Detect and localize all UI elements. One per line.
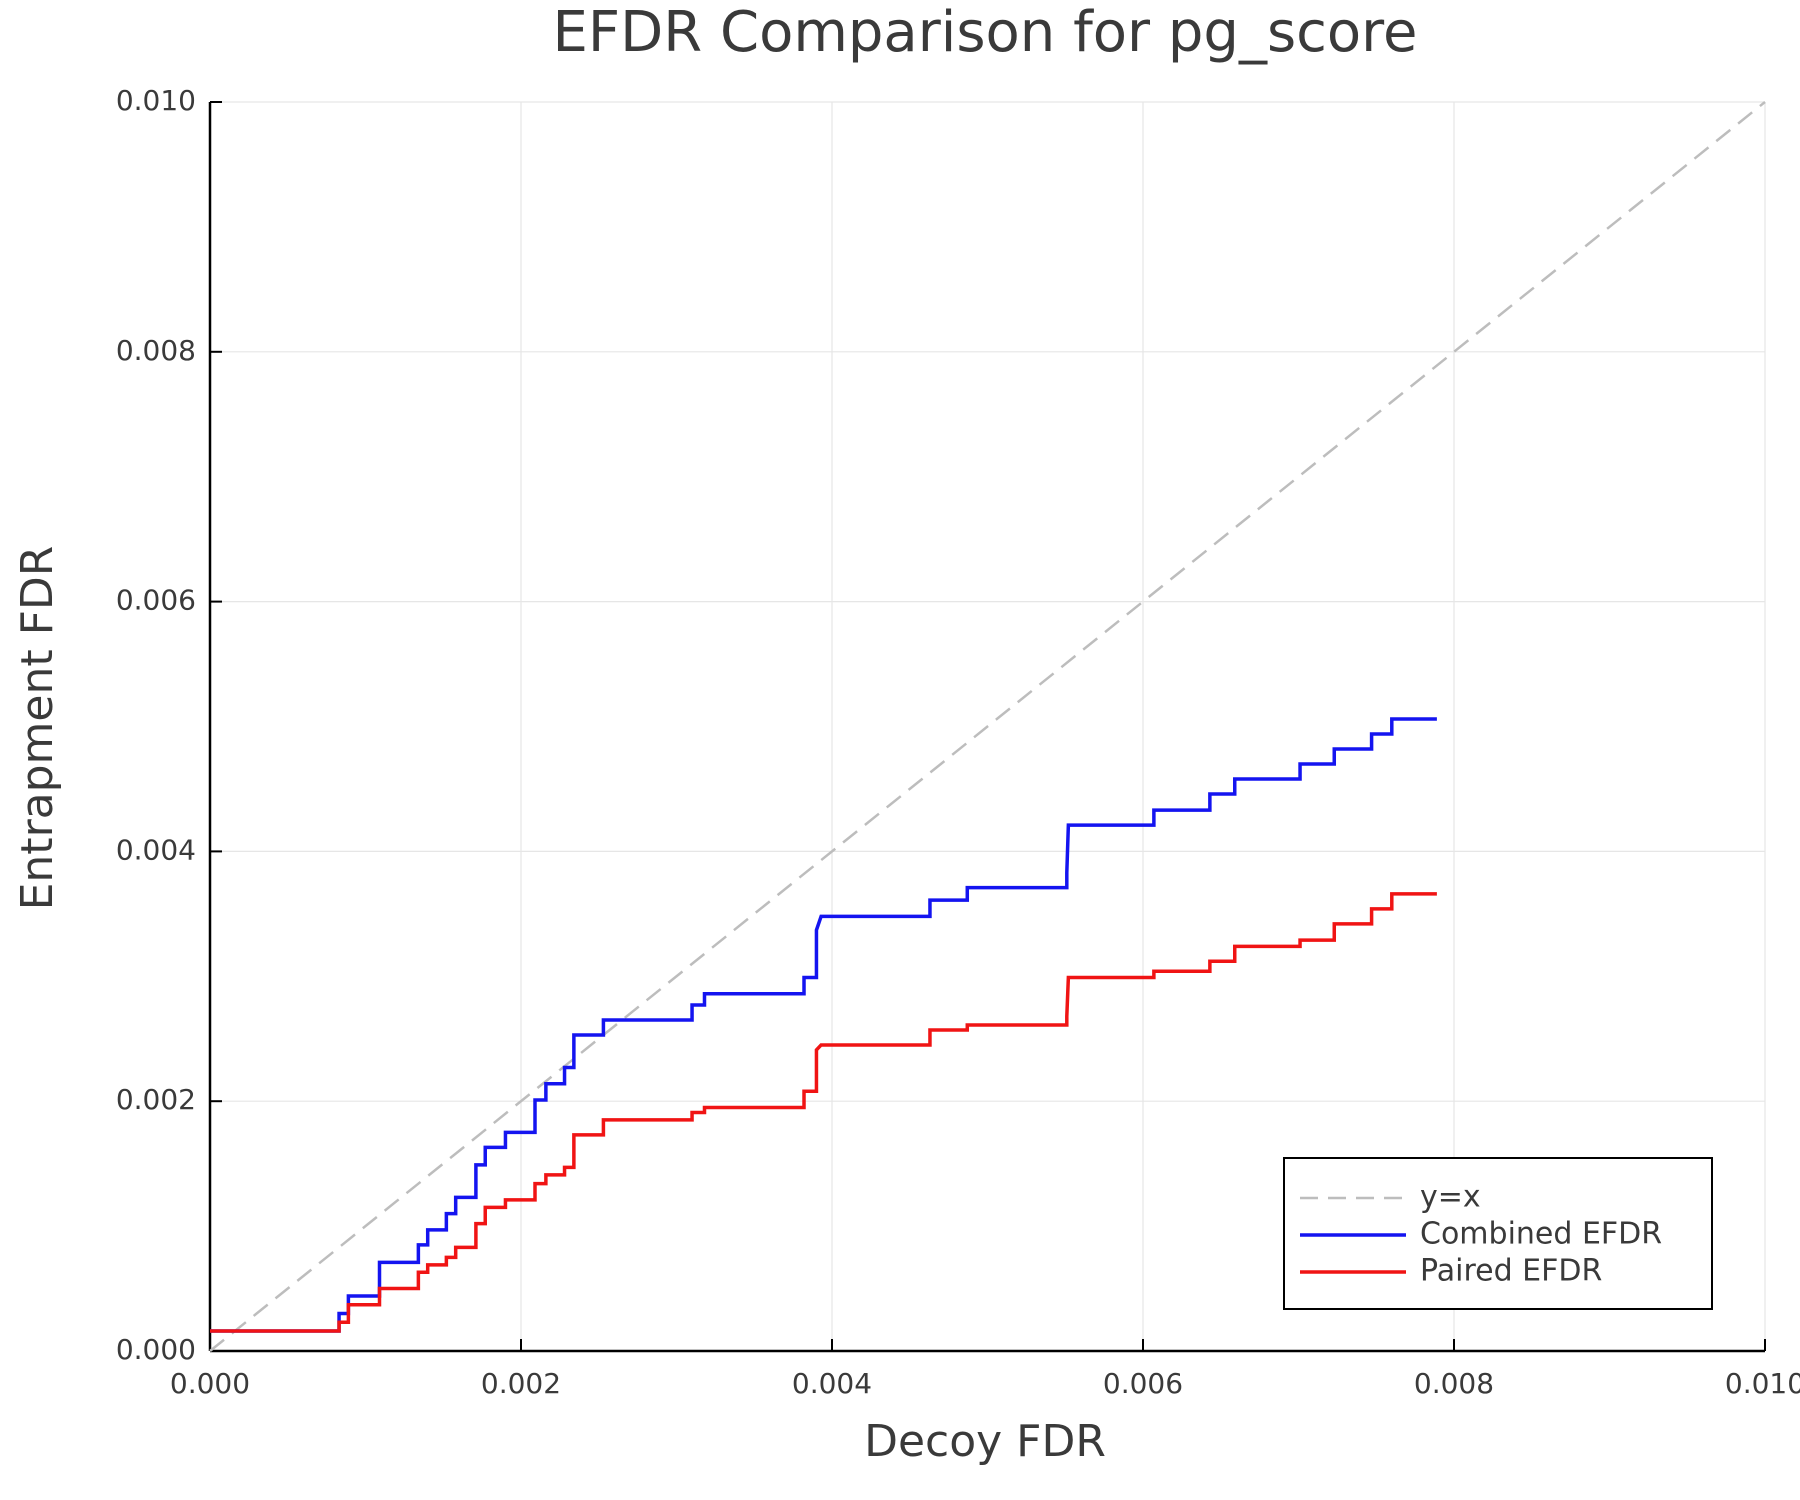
y-tick-label: 0.000 bbox=[116, 1333, 196, 1366]
x-tick-label: 0.006 bbox=[1103, 1367, 1183, 1400]
y-tick-label: 0.004 bbox=[116, 833, 196, 866]
y-tick-label: 0.002 bbox=[116, 1083, 196, 1116]
chart-title: EFDR Comparison for pg_score bbox=[553, 0, 1418, 65]
y-tick-label: 0.008 bbox=[116, 334, 196, 367]
x-tick-label: 0.010 bbox=[1725, 1367, 1800, 1400]
y-axis-label: Entrapment FDR bbox=[12, 546, 63, 911]
x-tick-label: 0.000 bbox=[170, 1367, 250, 1400]
y-tick-label: 0.010 bbox=[116, 84, 196, 117]
x-tick-label: 0.004 bbox=[792, 1367, 872, 1400]
y-tick-label: 0.006 bbox=[116, 584, 196, 617]
legend-label: Combined EFDR bbox=[1420, 1217, 1662, 1252]
series-line bbox=[210, 892, 1437, 1333]
legend-label: y=x bbox=[1420, 1180, 1481, 1215]
x-tick-label: 0.008 bbox=[1414, 1367, 1494, 1400]
series-line bbox=[210, 717, 1437, 1333]
x-axis-label: Decoy FDR bbox=[864, 1416, 1106, 1467]
legend-label: Paired EFDR bbox=[1420, 1254, 1602, 1289]
x-tick-label: 0.002 bbox=[481, 1367, 561, 1400]
series-line bbox=[209, 101, 1766, 1352]
